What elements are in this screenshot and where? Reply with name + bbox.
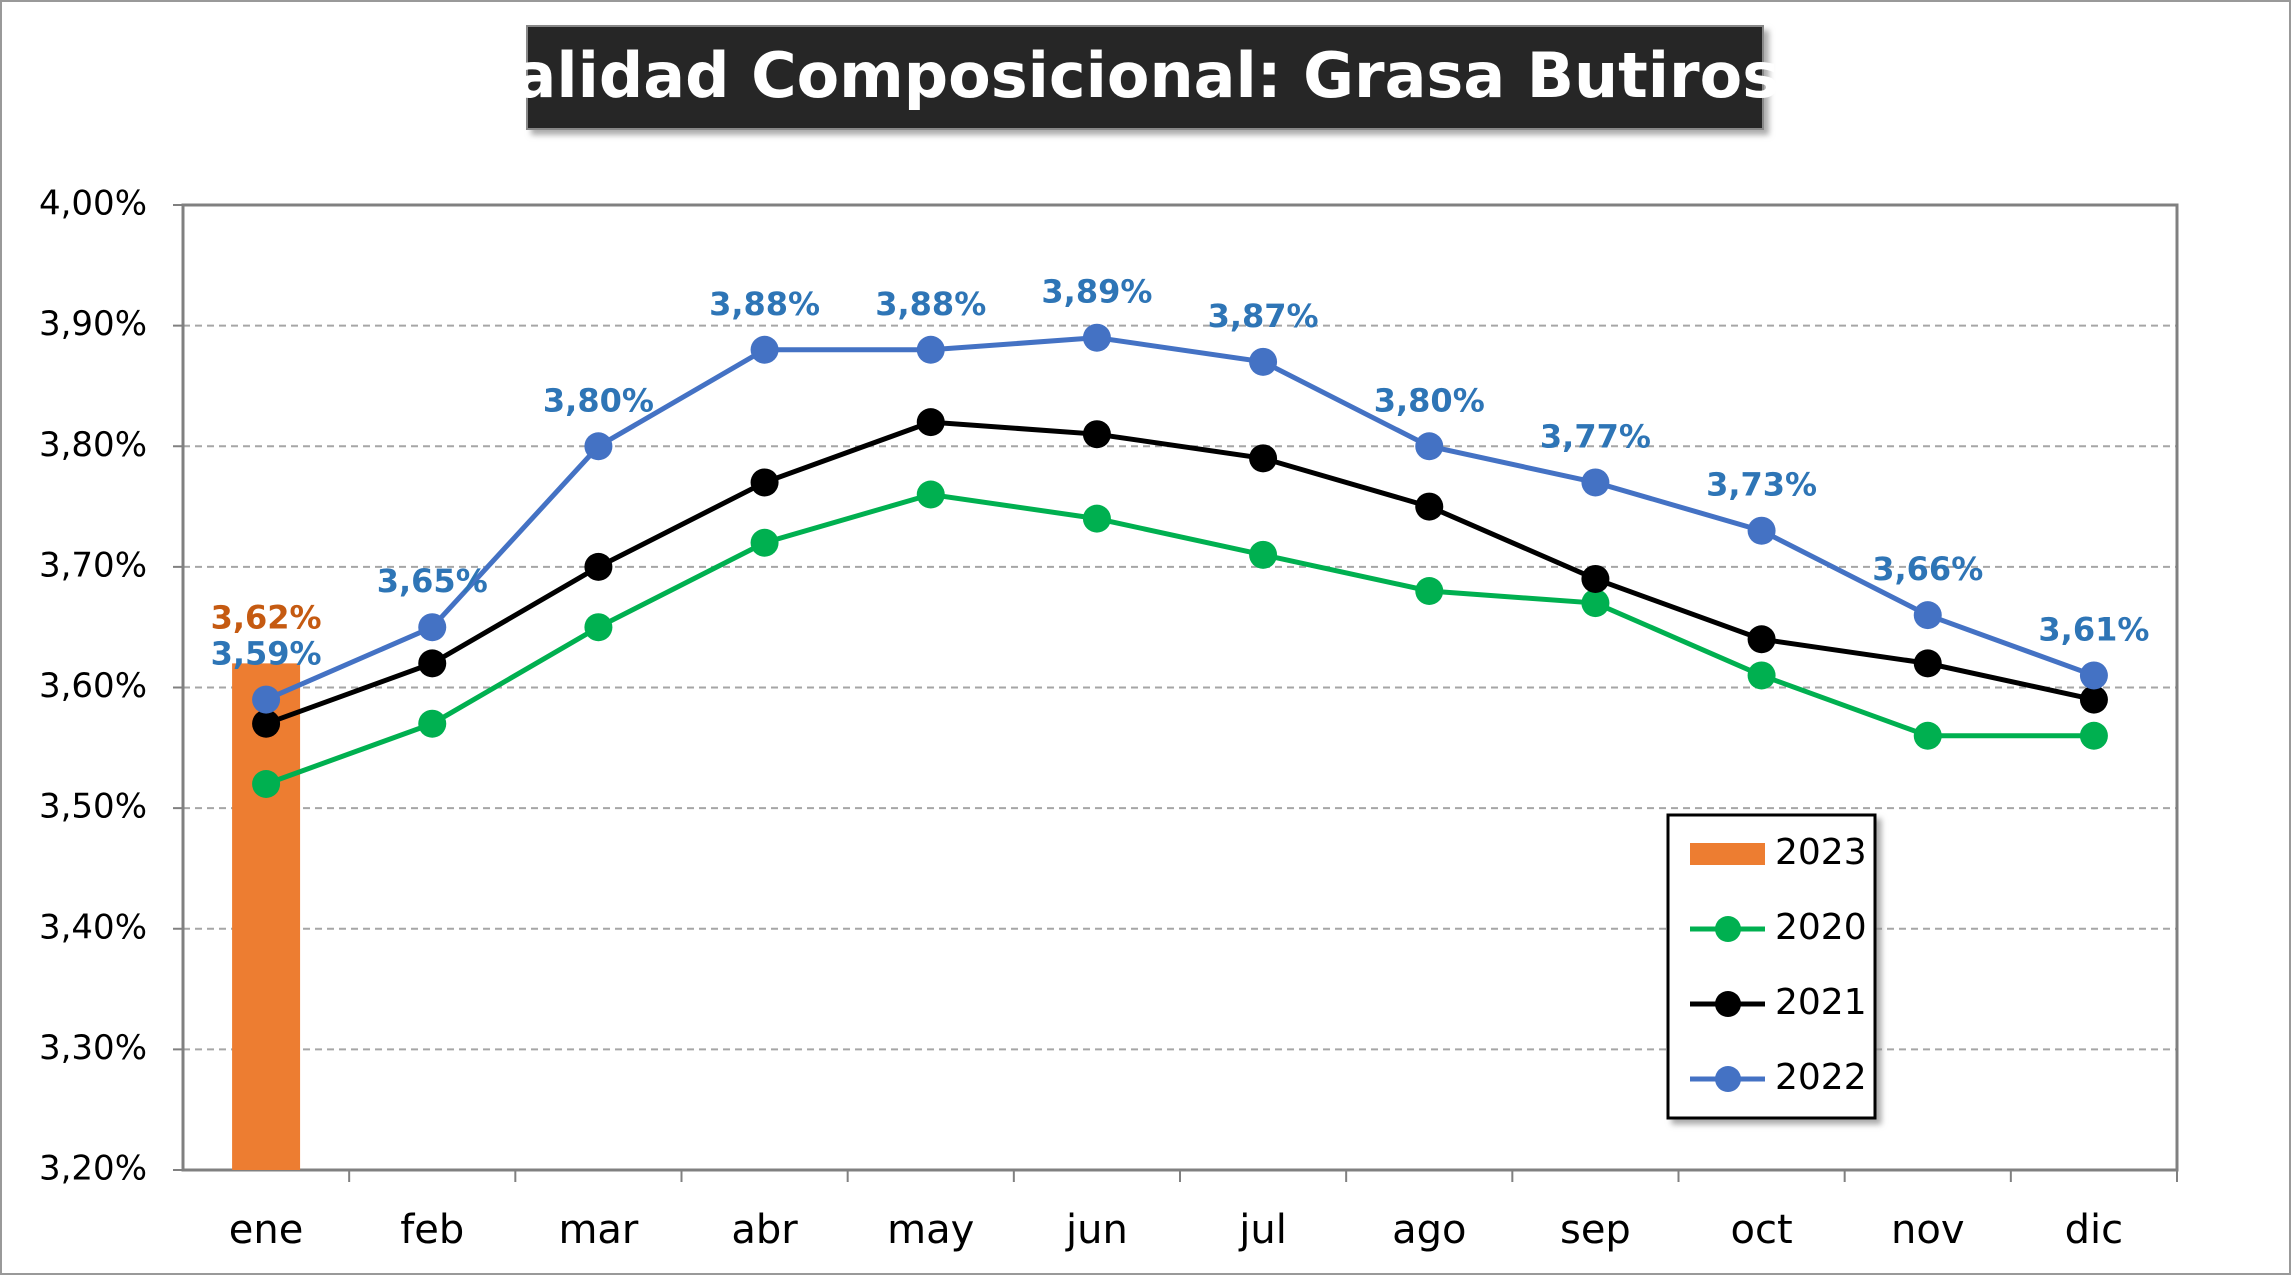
point (1747, 625, 1776, 654)
legend: 2023 2020 2021 2022 (1666, 813, 1877, 1120)
x-tick-label: oct (1731, 1207, 1793, 1253)
x-tick-label: mar (558, 1207, 638, 1253)
data-label: 3,87% (1208, 297, 1319, 335)
y-tick-label: 3,20% (39, 1149, 147, 1189)
point (1082, 504, 1111, 533)
legend-swatch (1690, 843, 1765, 865)
x-tick-label: ago (1392, 1207, 1466, 1253)
legend-label: 2023 (1775, 832, 1867, 873)
point (1249, 540, 1278, 569)
point (2079, 721, 2108, 750)
point (750, 528, 779, 557)
data-label: 3,59% (211, 635, 322, 673)
point (584, 613, 613, 642)
point (1415, 432, 1444, 461)
chart-title: Calidad Composicional: Grasa Butirosa (469, 39, 1821, 112)
legend-box (1666, 813, 1877, 1120)
title-box (526, 25, 1764, 130)
point (2079, 661, 2108, 690)
data-label: 3,89% (1041, 273, 1152, 311)
legend-marker (1715, 991, 1741, 1017)
point (1082, 323, 1111, 352)
point (418, 649, 447, 678)
point (1913, 649, 1942, 678)
data-label: 3,65% (377, 562, 488, 600)
x-tick-label: dic (2065, 1207, 2124, 1253)
point (584, 552, 613, 581)
point (418, 709, 447, 738)
point (1913, 721, 1942, 750)
x-tick-label: jun (1065, 1207, 1128, 1253)
data-label: 3,62% (211, 598, 322, 636)
point (1747, 661, 1776, 690)
y-tick-label: 4,00% (39, 184, 147, 224)
legend-marker (1715, 916, 1741, 942)
marks: 3,62%3,59% 3,65% 3,80% 3,88% 3,88% 3,89% 3,87%… (211, 273, 2149, 1170)
plot-border (181, 203, 2179, 1172)
point (1581, 589, 1610, 618)
point (1249, 444, 1278, 473)
y-tick-label: 3,70% (39, 545, 147, 585)
data-label: 3,61% (2038, 610, 2149, 648)
y-tick-label: 3,40% (39, 907, 147, 947)
legend-label: 2021 (1775, 982, 1867, 1023)
x-tick-label: sep (1560, 1207, 1631, 1253)
point (916, 408, 945, 437)
point (418, 613, 447, 642)
data-label: 3,88% (709, 285, 820, 323)
point (1581, 564, 1610, 593)
x-tick-label: ene (229, 1207, 304, 1253)
point (252, 685, 281, 714)
legend-label: 2022 (1775, 1057, 1867, 1098)
x-tick-label: jul (1238, 1207, 1287, 1253)
point (1581, 468, 1610, 497)
y-tick-label: 3,80% (39, 425, 147, 465)
data-label: 3,88% (875, 285, 986, 323)
series-line (265, 491, 2094, 787)
point (750, 468, 779, 497)
y-tick-label: 3,50% (39, 787, 147, 827)
series-line (265, 335, 2095, 702)
point (252, 709, 281, 738)
point (1415, 492, 1444, 521)
x-tick-label: feb (400, 1207, 464, 1253)
x-tick-label: nov (1891, 1207, 1965, 1253)
point (252, 770, 281, 798)
data-label: 3,66% (1872, 550, 1983, 588)
data-label: 3,80% (543, 381, 654, 419)
x-tick-label: abr (731, 1207, 798, 1253)
point (1249, 347, 1278, 376)
point (1913, 601, 1942, 630)
data-label: 3,77% (1540, 417, 1651, 455)
point (750, 335, 779, 364)
y-tick-label: 3,90% (39, 304, 147, 344)
bar (232, 663, 301, 1170)
point (916, 480, 945, 509)
point (1747, 516, 1776, 545)
y-tick-label: 3,60% (39, 666, 147, 706)
point (916, 335, 945, 364)
point (1082, 420, 1111, 449)
y-tick-label: 3,30% (39, 1028, 147, 1068)
point (1415, 577, 1444, 605)
series-line (265, 419, 2095, 727)
point (584, 432, 613, 461)
legend-marker (1715, 1066, 1741, 1092)
data-label: 3,80% (1374, 381, 1485, 419)
legend-label: 2020 (1775, 907, 1867, 948)
point (2079, 685, 2108, 714)
x-tick-label: may (887, 1207, 974, 1253)
data-label: 3,73% (1706, 466, 1817, 504)
